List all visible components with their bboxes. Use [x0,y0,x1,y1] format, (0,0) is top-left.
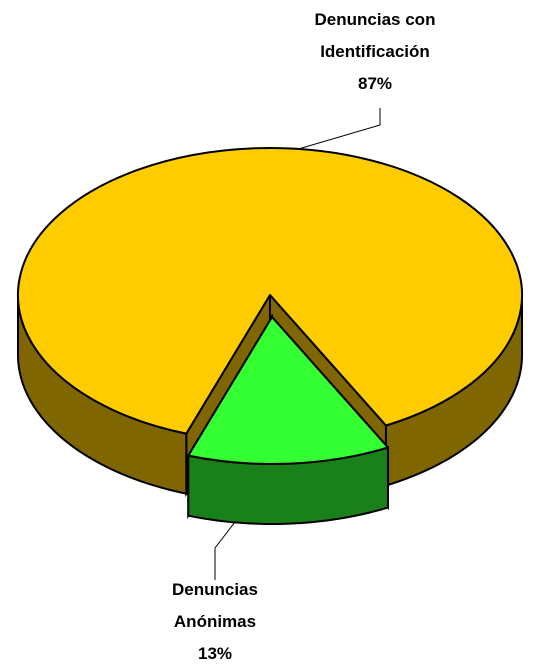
value-label: 87% [357,74,393,93]
slice [17,147,523,435]
category-label: Denuncias Anónimas [172,580,258,631]
slice-label: Denuncias con Identificación 87% [280,4,470,100]
category-label: Denuncias con Identificación [314,10,436,61]
slice [187,316,389,465]
slice-label: Denuncias Anónimas 13% [145,574,285,665]
leader-line [294,108,381,151]
value-label: 13% [197,644,233,663]
